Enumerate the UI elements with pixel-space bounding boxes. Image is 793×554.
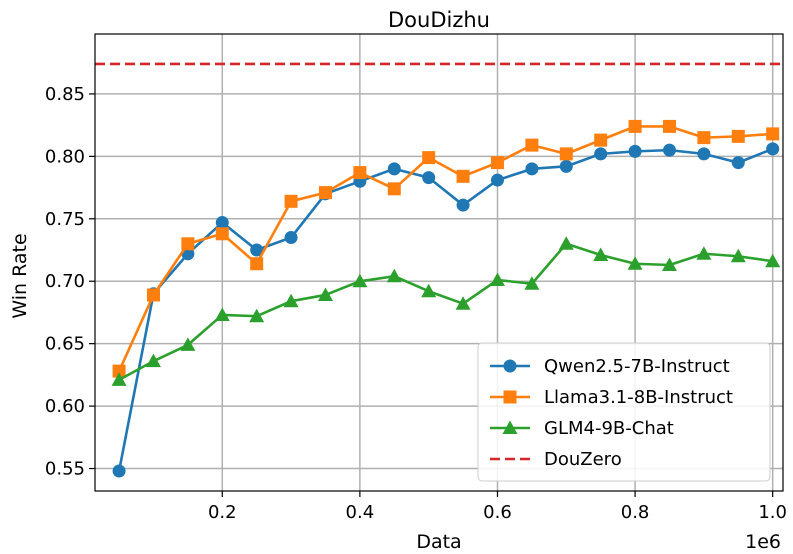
data-point <box>627 256 643 270</box>
legend-label: GLM4-9B-Chat <box>544 418 674 439</box>
chart-title: DouDizhu <box>388 8 490 32</box>
data-point <box>456 198 470 212</box>
data-point <box>594 147 608 161</box>
data-point <box>731 156 745 170</box>
data-point <box>215 216 229 230</box>
x-offset-label: 1e6 <box>745 531 781 553</box>
x-tick-label: 0.4 <box>346 502 375 523</box>
data-point <box>387 182 401 196</box>
data-point <box>524 276 540 290</box>
data-point <box>421 283 437 298</box>
legend-item: Llama3.1-8B-Instruct <box>490 387 733 408</box>
x-tick-label: 1.0 <box>758 502 787 523</box>
y-axis-label: Win Rate <box>9 233 31 318</box>
data-point <box>765 253 781 268</box>
y-tick-label: 0.75 <box>45 209 85 230</box>
data-point <box>730 248 746 263</box>
data-point <box>766 127 780 141</box>
legend-item: GLM4-9B-Chat <box>490 418 674 439</box>
data-point <box>180 337 196 351</box>
legend-label: Qwen2.5-7B-Instruct <box>544 356 730 377</box>
data-point <box>697 131 711 145</box>
series <box>111 119 781 478</box>
legend-marker <box>503 359 517 373</box>
legend-item: Qwen2.5-7B-Instruct <box>490 356 730 377</box>
y-tick-label: 0.55 <box>45 459 85 480</box>
y-tick-label: 0.65 <box>45 334 85 355</box>
legend-label: Llama3.1-8B-Instruct <box>544 387 733 408</box>
data-point <box>249 308 265 323</box>
data-point <box>422 171 436 185</box>
data-point <box>214 307 230 321</box>
data-point <box>386 268 402 283</box>
data-point <box>250 257 264 271</box>
y-tick-label: 0.60 <box>45 396 85 417</box>
series-line <box>117 125 773 372</box>
data-point <box>283 293 299 308</box>
data-point <box>353 166 367 180</box>
y-tick-label: 0.70 <box>45 271 85 292</box>
data-point <box>525 162 539 176</box>
legend-marker <box>502 420 518 434</box>
y-tick-label: 0.85 <box>45 84 85 105</box>
series-glm4-9b-chat <box>111 236 781 386</box>
data-point <box>146 288 160 302</box>
data-point <box>662 119 676 133</box>
data-point <box>662 143 676 157</box>
data-point <box>284 231 298 245</box>
data-point <box>558 236 574 250</box>
data-point <box>215 227 229 241</box>
data-point <box>593 247 609 262</box>
data-point <box>387 162 401 176</box>
x-tick-label: 0.8 <box>621 502 650 523</box>
data-point <box>731 129 745 143</box>
data-point <box>766 142 780 156</box>
x-tick-label: 0.2 <box>208 502 237 523</box>
legend: Qwen2.5-7B-Instruct Llama3.1-8B-Instruct G… <box>477 342 771 482</box>
data-point <box>181 237 195 251</box>
data-point <box>352 273 368 288</box>
data-point <box>422 151 436 165</box>
data-point <box>490 173 504 187</box>
axis-ticks: 0.2 0.4 0.6 0.8 1.0 0.55 0.60 0.65 0.70 0.75 0.80 0… <box>45 84 787 523</box>
data-point <box>112 464 126 478</box>
data-point <box>661 257 677 271</box>
data-point <box>697 147 711 161</box>
data-point <box>145 353 161 368</box>
data-point <box>525 138 539 152</box>
legend-marker <box>503 390 517 404</box>
legend-item: DouZero <box>490 449 622 470</box>
data-point <box>628 119 642 133</box>
data-point <box>318 186 332 200</box>
data-point <box>559 147 573 161</box>
data-point <box>696 246 712 260</box>
series-llama3-1-8b-instruct <box>112 119 780 378</box>
data-point <box>455 296 471 310</box>
y-tick-label: 0.80 <box>45 146 85 167</box>
data-point <box>559 159 573 173</box>
plot-frame <box>94 33 784 492</box>
x-axis-label: Data <box>416 531 461 553</box>
data-point <box>112 364 126 378</box>
x-tick-label: 0.6 <box>483 502 512 523</box>
data-point <box>317 287 333 301</box>
data-point <box>284 194 298 208</box>
legend-frame <box>477 342 771 482</box>
data-point <box>628 144 642 158</box>
data-point <box>489 272 505 286</box>
data-point <box>456 169 470 183</box>
legend-label: DouZero <box>544 449 622 470</box>
data-point <box>594 133 608 147</box>
data-point <box>111 372 127 386</box>
series-line <box>118 242 773 382</box>
data-point <box>250 243 264 257</box>
data-point <box>490 156 504 170</box>
